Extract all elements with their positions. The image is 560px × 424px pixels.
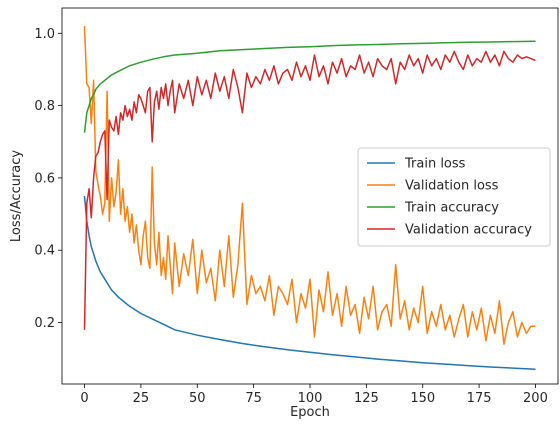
x-axis: 0 25 50 75 100 125 150 175 200	[80, 384, 548, 406]
y-axis-label: Loss/Accuracy	[9, 150, 24, 243]
y-axis: 0.2 0.4 0.6 0.8 1.0	[34, 27, 62, 331]
y-tick-label: 0.6	[34, 171, 55, 186]
series-layer	[83, 26, 536, 370]
series-line-train-accuracy	[83, 40, 536, 133]
legend-label-validation-accuracy: Validation accuracy	[405, 223, 532, 238]
x-tick-label: 125	[354, 391, 379, 406]
plot-area	[61, 7, 559, 385]
series-line-validation-loss	[83, 26, 536, 345]
y-tick-label: 0.8	[34, 99, 55, 114]
x-tick-label: 0	[80, 391, 88, 406]
x-tick-label: 25	[133, 391, 150, 406]
series-line-validation-accuracy	[83, 50, 536, 330]
y-tick-label: 0.2	[34, 316, 55, 331]
x-tick-label: 50	[189, 391, 206, 406]
x-tick-label: 75	[245, 391, 262, 406]
x-tick-label: 175	[467, 391, 492, 406]
legend-box	[357, 147, 551, 247]
x-tick-label: 100	[298, 391, 323, 406]
legend-label-validation-loss: Validation loss	[405, 179, 499, 194]
y-tick-label: 1.0	[34, 27, 55, 42]
legend: Train loss Validation loss Train accuracy V…	[357, 147, 551, 247]
legend-label-train-loss: Train loss	[404, 157, 466, 172]
y-tick-label: 0.4	[34, 244, 55, 259]
legend-label-train-accuracy: Train accuracy	[404, 201, 499, 216]
x-axis-label: Epoch	[290, 405, 330, 420]
series-line-train-loss	[83, 195, 536, 370]
x-tick-label: 200	[523, 391, 548, 406]
x-tick-label: 150	[410, 391, 435, 406]
